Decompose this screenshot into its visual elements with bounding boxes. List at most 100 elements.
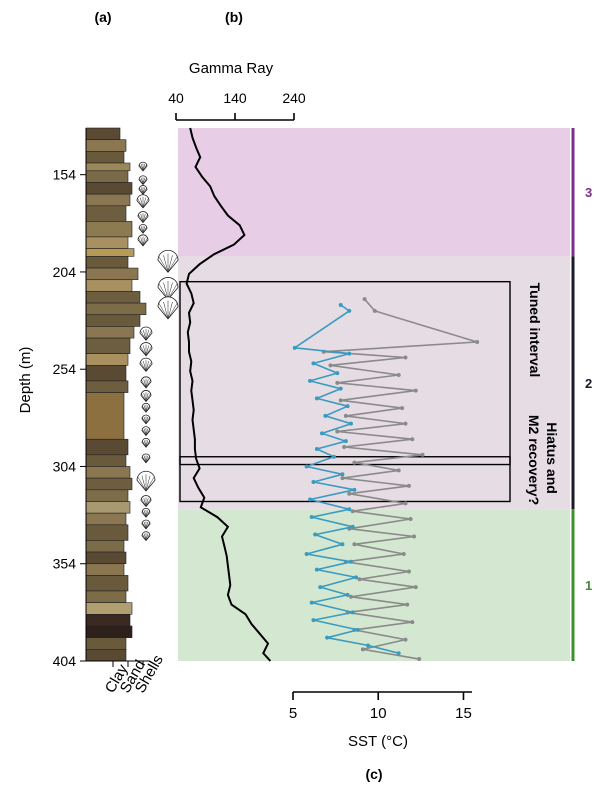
shell-rib <box>142 214 148 223</box>
shell-rib <box>142 177 146 185</box>
shell-rib <box>142 429 147 436</box>
lithology-bed <box>85 193 131 207</box>
gamma-tick-label: 140 <box>223 90 247 106</box>
shell-icon <box>139 326 153 341</box>
lithology-bed <box>85 625 133 638</box>
sst-point <box>343 439 348 444</box>
lithology-bed <box>85 256 129 269</box>
sst-point <box>406 569 411 574</box>
sst-point <box>403 421 408 426</box>
sst-point <box>323 413 328 418</box>
shell-rib <box>167 303 178 320</box>
sst-point <box>340 476 345 481</box>
sst-point <box>340 542 345 547</box>
lithology-bed <box>85 649 127 662</box>
shell-rib <box>158 256 169 273</box>
sst-point <box>354 575 359 580</box>
shell-rib <box>140 237 144 246</box>
sst-series-0 <box>321 297 480 662</box>
zone-label-2: 2 <box>585 376 592 391</box>
shell-rib <box>142 213 146 223</box>
lithology-bed <box>85 127 121 140</box>
sst-point <box>338 386 343 391</box>
lithology-bed <box>85 326 135 339</box>
shell-rib <box>145 428 149 436</box>
sst-point <box>475 339 480 344</box>
shell-rib <box>137 476 147 492</box>
shell-rib <box>138 237 144 246</box>
gamma-tick-label: 240 <box>282 90 306 106</box>
shell-rib <box>145 497 149 507</box>
shell-rib <box>142 187 147 195</box>
zone-bars: 3 2 1 <box>571 128 592 661</box>
shell-rib <box>143 379 147 388</box>
interval-boxes <box>179 280 511 503</box>
shell-rib <box>145 392 149 402</box>
depth-tick-label: 304 <box>53 458 77 474</box>
shell-rib <box>143 497 147 507</box>
shell-rib <box>140 197 144 208</box>
shell-rib <box>145 361 149 372</box>
shell-rib <box>142 534 147 541</box>
shell-rib <box>141 393 147 402</box>
sst-point <box>308 497 313 502</box>
sst-point <box>347 491 352 496</box>
sst-point <box>343 413 348 418</box>
sst-point <box>352 542 357 547</box>
sst-point <box>401 552 406 557</box>
sst-point <box>348 559 353 564</box>
shell-icon <box>138 185 148 195</box>
shell-rib <box>142 522 147 529</box>
shell-rib <box>137 198 144 209</box>
lithology-bed <box>85 551 127 565</box>
shell-rib <box>142 417 147 424</box>
shell-rib <box>138 214 144 223</box>
lithology-bed <box>85 279 133 292</box>
hiatus-box <box>179 456 511 503</box>
annotation-hiatus-line2: M2 recovery? <box>526 415 542 505</box>
sst-point <box>318 585 323 590</box>
lithology-bed <box>85 314 141 327</box>
shell-rib <box>139 187 144 195</box>
sst-point <box>308 378 313 383</box>
shell-icon <box>141 426 151 437</box>
shell-icon <box>140 495 152 508</box>
sst-point <box>311 618 316 623</box>
lithology-bed <box>85 380 129 393</box>
sst-point <box>366 643 371 648</box>
sst-point <box>372 308 377 313</box>
shell-rib <box>145 510 149 518</box>
shell-rib <box>145 521 149 529</box>
sst-point <box>396 651 401 656</box>
gamma-axis: 40 140 240 <box>168 90 306 121</box>
lithology-bed <box>85 477 133 491</box>
shell-rib <box>140 187 144 195</box>
zone-band-1 <box>178 509 570 661</box>
sst-point <box>410 620 415 625</box>
sst-point <box>355 627 360 632</box>
shell-rib <box>143 428 147 436</box>
shell-rib <box>145 440 149 448</box>
shell-rib <box>145 379 151 388</box>
lithology-bed <box>85 501 131 514</box>
shell-rib <box>167 256 178 273</box>
shell-rib <box>142 226 146 234</box>
lithology-bed <box>85 575 129 592</box>
shell-icon <box>141 531 151 542</box>
shell-icon <box>138 175 148 186</box>
shell-icon <box>140 376 152 389</box>
shell-icon <box>137 234 149 247</box>
sst-point <box>340 472 345 477</box>
sst-point <box>314 567 319 572</box>
shell-icon <box>139 357 153 372</box>
sst-point <box>350 509 355 514</box>
lithology-bed <box>85 489 129 502</box>
shell-rib <box>143 405 147 413</box>
shell-rib <box>145 440 150 448</box>
lithology-bed <box>85 267 139 281</box>
shell-rib <box>140 330 147 341</box>
sst-point <box>304 552 309 557</box>
sst-point <box>412 534 417 539</box>
shell-rib <box>143 510 147 518</box>
sst-series-1 <box>292 303 401 656</box>
